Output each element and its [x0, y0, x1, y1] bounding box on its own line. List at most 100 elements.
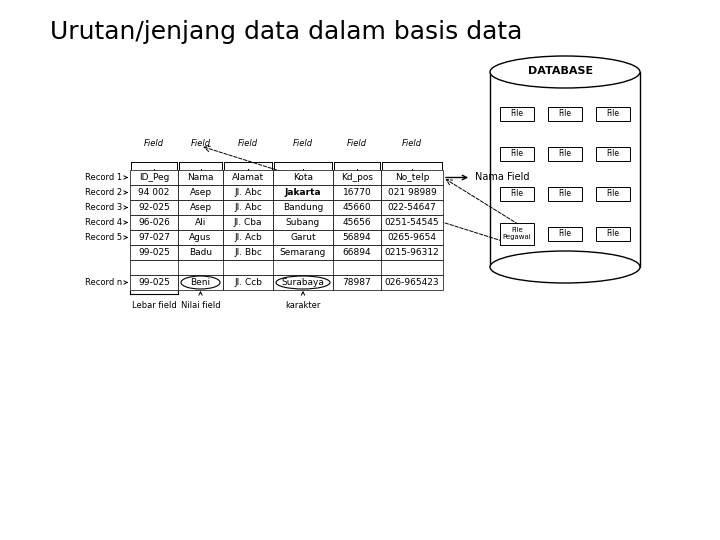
- Text: Semarang: Semarang: [280, 248, 326, 257]
- Text: Agus: Agus: [189, 233, 212, 242]
- Bar: [333, 170, 381, 185]
- Bar: [500, 107, 534, 121]
- Text: 16770: 16770: [343, 188, 372, 197]
- Bar: [130, 260, 443, 275]
- Text: 92-025: 92-025: [138, 203, 170, 212]
- Bar: [223, 200, 273, 215]
- Text: Jl. Abc: Jl. Abc: [234, 188, 262, 197]
- Text: File: File: [559, 150, 572, 159]
- Bar: [178, 275, 223, 290]
- Text: 99-025: 99-025: [138, 248, 170, 257]
- Text: DATABASE: DATABASE: [528, 66, 593, 76]
- Bar: [223, 245, 273, 260]
- Text: Jl. Abc: Jl. Abc: [234, 203, 262, 212]
- Text: File: File: [606, 150, 619, 159]
- Text: Jakarta: Jakarta: [284, 188, 321, 197]
- Bar: [273, 200, 333, 215]
- Text: Nama: Nama: [187, 173, 214, 182]
- Text: Field: Field: [347, 139, 367, 148]
- Text: 021 98989: 021 98989: [387, 188, 436, 197]
- Bar: [130, 185, 178, 200]
- Bar: [596, 107, 630, 121]
- Text: Urutan/jenjang data dalam basis data: Urutan/jenjang data dalam basis data: [50, 20, 523, 44]
- Bar: [130, 200, 178, 215]
- Text: Jl. Bbc: Jl. Bbc: [234, 248, 262, 257]
- Text: Record 4: Record 4: [85, 218, 122, 227]
- Text: 66894: 66894: [343, 248, 372, 257]
- Text: No_telp: No_telp: [395, 173, 429, 182]
- Text: Nilai field: Nilai field: [181, 301, 220, 310]
- Bar: [273, 185, 333, 200]
- Text: Jl. Acb: Jl. Acb: [234, 233, 262, 242]
- Bar: [273, 215, 333, 230]
- Bar: [333, 275, 381, 290]
- Text: 45656: 45656: [343, 218, 372, 227]
- Text: File: File: [510, 190, 523, 199]
- Text: File: File: [559, 190, 572, 199]
- Bar: [596, 147, 630, 161]
- Text: Badu: Badu: [189, 248, 212, 257]
- Text: 94 002: 94 002: [138, 188, 170, 197]
- Bar: [223, 185, 273, 200]
- Bar: [548, 107, 582, 121]
- Bar: [596, 187, 630, 201]
- Text: 56894: 56894: [343, 233, 372, 242]
- Bar: [273, 170, 333, 185]
- Text: 45660: 45660: [343, 203, 372, 212]
- Text: Field: Field: [144, 139, 164, 148]
- Text: 96-026: 96-026: [138, 218, 170, 227]
- Bar: [500, 223, 534, 245]
- Bar: [130, 245, 178, 260]
- Text: karakter: karakter: [285, 301, 320, 310]
- Text: File: File: [510, 110, 523, 118]
- Bar: [381, 185, 443, 200]
- Bar: [130, 230, 178, 245]
- Bar: [178, 245, 223, 260]
- Text: 99-025: 99-025: [138, 278, 170, 287]
- Text: Surabaya: Surabaya: [282, 278, 325, 287]
- Text: File
Pegawai: File Pegawai: [503, 227, 531, 240]
- Text: Garut: Garut: [290, 233, 316, 242]
- Bar: [548, 227, 582, 241]
- Text: 0265-9654: 0265-9654: [387, 233, 436, 242]
- Text: Field: Field: [402, 139, 422, 148]
- Bar: [333, 215, 381, 230]
- Bar: [178, 230, 223, 245]
- Bar: [223, 275, 273, 290]
- Text: 97-027: 97-027: [138, 233, 170, 242]
- Bar: [381, 170, 443, 185]
- Bar: [130, 170, 178, 185]
- Text: Lebar field: Lebar field: [132, 301, 176, 310]
- Text: Asep: Asep: [189, 203, 212, 212]
- Text: File: File: [559, 110, 572, 118]
- Ellipse shape: [490, 251, 640, 283]
- Bar: [178, 200, 223, 215]
- Text: 026-965423: 026-965423: [384, 278, 439, 287]
- Text: 0215-96312: 0215-96312: [384, 248, 439, 257]
- Text: 0251-54545: 0251-54545: [384, 218, 439, 227]
- Text: ID_Peg: ID_Peg: [139, 173, 169, 182]
- Text: File: File: [606, 230, 619, 239]
- Bar: [223, 215, 273, 230]
- Text: Bandung: Bandung: [283, 203, 323, 212]
- Bar: [273, 230, 333, 245]
- Text: Field: Field: [238, 139, 258, 148]
- Text: Alamat: Alamat: [232, 173, 264, 182]
- Bar: [381, 245, 443, 260]
- Text: 022-54647: 022-54647: [387, 203, 436, 212]
- Text: File: File: [606, 110, 619, 118]
- Text: Record 5: Record 5: [85, 233, 122, 242]
- Bar: [130, 275, 178, 290]
- Text: Beni: Beni: [190, 278, 210, 287]
- Bar: [500, 187, 534, 201]
- Bar: [273, 245, 333, 260]
- Text: Field: Field: [190, 139, 210, 148]
- Text: Asep: Asep: [189, 188, 212, 197]
- Bar: [333, 185, 381, 200]
- Bar: [178, 185, 223, 200]
- Text: Field: Field: [293, 139, 313, 148]
- Bar: [333, 200, 381, 215]
- Text: Subang: Subang: [286, 218, 320, 227]
- Bar: [548, 147, 582, 161]
- Bar: [223, 170, 273, 185]
